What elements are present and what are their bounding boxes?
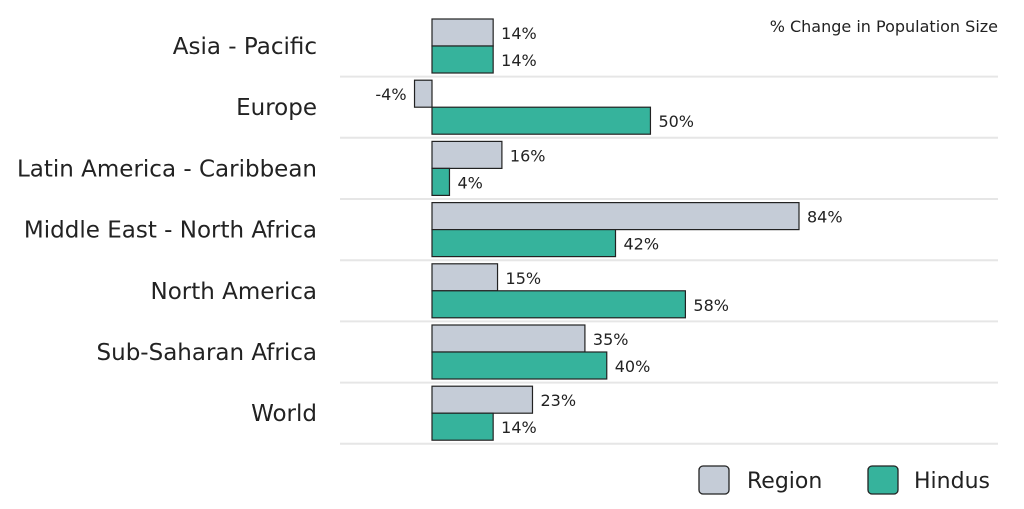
legend-swatch-hindus [867, 465, 899, 495]
category-labels: Asia - Pacific Europe Latin America - Cari… [17, 34, 317, 427]
hindus-bar [431, 45, 494, 74]
hindus-bar [431, 412, 494, 441]
region-value-label: 16% [510, 146, 546, 165]
bars [413, 18, 800, 441]
category-label: Middle East - North Africa [24, 218, 317, 244]
region-value-label: -4% [375, 85, 406, 104]
row-separators [340, 75, 998, 445]
region-value-label: 84% [807, 208, 843, 227]
hindus-value-label: 4% [457, 173, 482, 192]
legend-label-region: Region [747, 469, 822, 494]
region-value-label: 35% [593, 330, 629, 349]
region-bar [413, 79, 433, 108]
region-bar [431, 140, 503, 169]
hindus-value-label: 14% [501, 418, 537, 437]
hindus-value-label: 42% [624, 235, 660, 254]
hindus-value-label: 14% [501, 51, 537, 70]
hindus-bar [431, 106, 652, 135]
hindus-bar [431, 229, 617, 258]
region-bar [431, 263, 499, 292]
region-value-label: 15% [506, 269, 542, 288]
category-label: North America [150, 279, 317, 305]
hindus-bar [431, 351, 608, 380]
chart-annotation: % Change in Population Size [770, 17, 998, 36]
region-bar [431, 324, 586, 353]
region-bar [431, 385, 534, 414]
region-value-label: 23% [540, 391, 576, 410]
category-label: Latin America - Caribbean [17, 156, 317, 182]
hindus-value-label: 58% [693, 296, 729, 315]
category-label: World [251, 401, 317, 427]
region-bar [431, 18, 494, 47]
legend-swatch-region [698, 465, 730, 495]
hindus-bar [431, 290, 687, 319]
category-label: Europe [236, 95, 317, 121]
legend: Region Hindus [698, 465, 990, 495]
category-label: Asia - Pacific [173, 34, 317, 60]
legend-label-hindus: Hindus [914, 469, 990, 494]
category-label: Sub-Saharan Africa [97, 340, 317, 366]
hindus-bar [431, 167, 451, 196]
hindus-value-label: 40% [615, 357, 651, 376]
value-labels: 14%14%-4%50%16%4%84%42%15%58%35%40%23%14… [375, 24, 842, 437]
region-value-label: 14% [501, 24, 537, 43]
region-bar [431, 202, 800, 231]
hindus-value-label: 50% [658, 112, 694, 131]
